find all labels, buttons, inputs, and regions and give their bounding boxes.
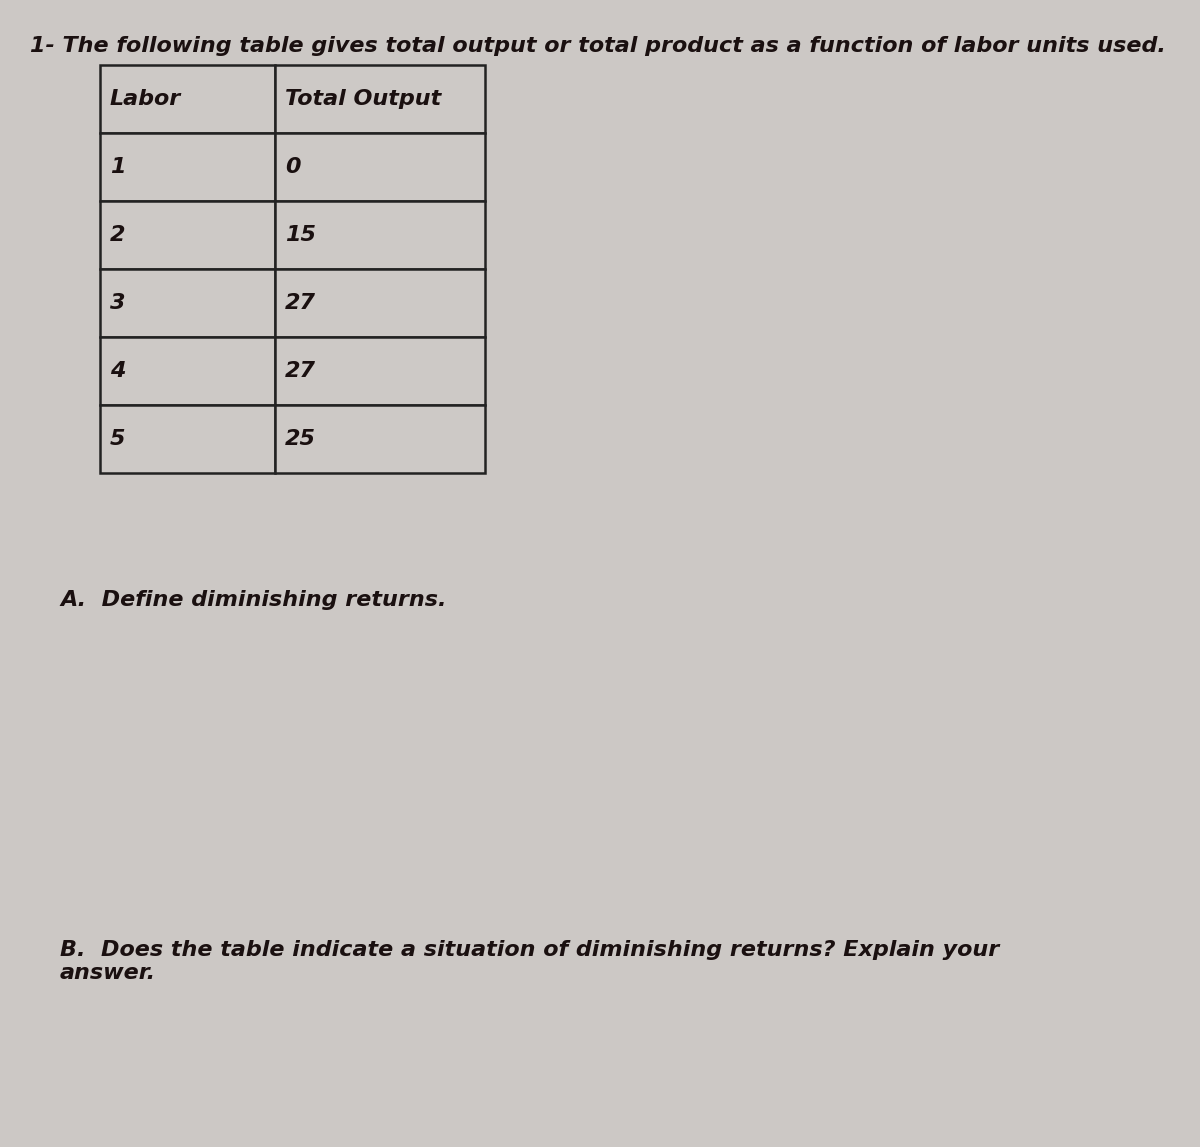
Text: B.  Does the table indicate a situation of diminishing returns? Explain your
ans: B. Does the table indicate a situation o… xyxy=(60,941,1000,983)
Bar xyxy=(275,65,485,133)
Text: A.  Define diminishing returns.: A. Define diminishing returns. xyxy=(60,590,446,610)
Text: 4: 4 xyxy=(110,361,126,381)
Text: 15: 15 xyxy=(286,225,316,245)
Text: 27: 27 xyxy=(286,292,316,313)
Bar xyxy=(100,201,275,270)
Text: 5: 5 xyxy=(110,429,126,448)
Text: 27: 27 xyxy=(286,361,316,381)
Text: 3: 3 xyxy=(110,292,126,313)
Text: 1: 1 xyxy=(110,157,126,177)
Text: Labor: Labor xyxy=(110,89,181,109)
Bar xyxy=(275,201,485,270)
Bar xyxy=(100,65,275,133)
Text: Total Output: Total Output xyxy=(286,89,442,109)
Text: 1- The following table gives total output or total product as a function of labo: 1- The following table gives total outpu… xyxy=(30,36,1166,56)
Bar xyxy=(100,405,275,473)
Bar xyxy=(275,337,485,405)
Text: 0: 0 xyxy=(286,157,300,177)
Bar xyxy=(100,337,275,405)
Bar xyxy=(275,270,485,337)
Text: 2: 2 xyxy=(110,225,126,245)
Bar xyxy=(275,405,485,473)
Text: 25: 25 xyxy=(286,429,316,448)
Bar xyxy=(100,133,275,201)
Bar xyxy=(100,270,275,337)
Bar xyxy=(275,133,485,201)
